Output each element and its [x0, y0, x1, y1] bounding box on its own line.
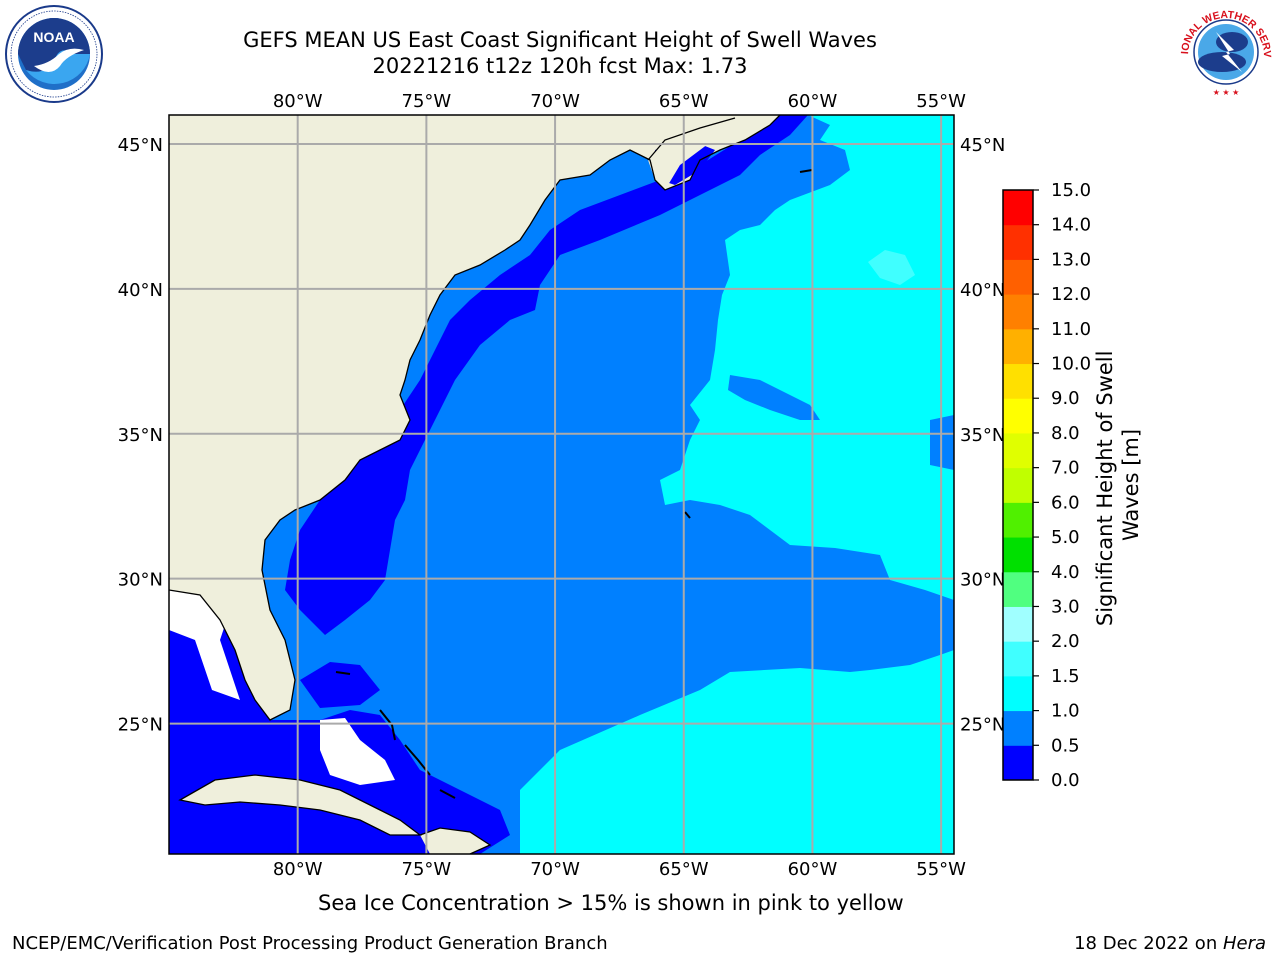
swell-band-1.5-2-south: [520, 650, 954, 854]
colorbar-tick-label: 7.0: [1051, 458, 1080, 479]
colorbar-tick-label: 1.0: [1051, 701, 1080, 722]
colorbar-segment: [1003, 502, 1033, 538]
footer-date-text: 18 Dec 2022 on: [1074, 933, 1223, 954]
lat-label-left: 30°N: [118, 570, 163, 591]
footer-date: 18 Dec 2022 on Hera: [1074, 933, 1266, 954]
land-north-america: [169, 115, 780, 720]
lon-label-bottom: 65°W: [659, 859, 709, 880]
colorbar-segment: [1003, 537, 1033, 573]
lon-label-bottom: 70°W: [530, 859, 580, 880]
colorbar-segment: [1003, 675, 1033, 712]
lat-label-right: 45°N: [960, 135, 1005, 156]
land-hispaniola: [420, 828, 490, 854]
chart-subtitle: 20221216 t12z 120h fcst Max: 1.73: [372, 54, 748, 78]
footer-branch: NCEP/EMC/Verification Post Processing Pr…: [12, 933, 608, 954]
colorbar-tick-label: 0.5: [1051, 735, 1080, 756]
axis-labels: 80°W 80°W 75°W 75°W 70°W 70°W 65°W 65°W 60°W 60°W…: [118, 91, 1006, 880]
lon-label-top: 75°W: [402, 91, 452, 112]
colorbar-segment: [1003, 710, 1033, 746]
colorbar-tick-label: 10.0: [1051, 354, 1091, 375]
map-area: [169, 115, 954, 854]
graticule: [169, 115, 954, 854]
lon-label-bottom: 55°W: [916, 859, 966, 880]
colorbar-tick-label: 15.0: [1051, 180, 1091, 201]
lat-label-left: 45°N: [118, 135, 163, 156]
svg-text:★ ★ ★: ★ ★ ★: [1213, 88, 1240, 97]
chart-title: GEFS MEAN US East Coast Significant Heig…: [243, 28, 877, 52]
lon-label-top: 65°W: [659, 91, 709, 112]
colorbar-tick-label: 12.0: [1051, 284, 1091, 305]
colorbar-segment: [1003, 571, 1033, 607]
colorbar-tick-label: 13.0: [1051, 249, 1091, 270]
colorbar-segment: [1003, 398, 1033, 434]
colorbar-tick-label: 5.0: [1051, 527, 1080, 548]
colorbar-tick-label: 4.0: [1051, 562, 1080, 583]
lat-label-left: 25°N: [118, 715, 163, 736]
lat-label-right: 30°N: [960, 570, 1005, 591]
lon-label-bottom: 80°W: [273, 859, 323, 880]
colorbar-segment: [1003, 432, 1033, 469]
swell-band-1.5-2-northeast: [660, 115, 954, 600]
noaa-logo-text: NOAA: [33, 29, 74, 45]
colorbar-frame: [1002, 189, 1034, 781]
footer-machine: Hera: [1222, 933, 1266, 954]
colorbar-tick-label: 2.0: [1051, 631, 1080, 652]
lat-label-right: 35°N: [960, 425, 1005, 446]
lat-label-right: 25°N: [960, 715, 1005, 736]
lon-label-top: 60°W: [788, 91, 838, 112]
colorbar-segment: [1003, 641, 1033, 677]
swell-band-0-0.5-coast: [285, 115, 808, 635]
colorbar-segment: [1003, 328, 1033, 365]
swell-band-2-3: [868, 250, 915, 285]
no-data-region: [320, 718, 395, 785]
lat-label-left: 40°N: [118, 280, 163, 301]
colorbar-segment: [1003, 606, 1033, 642]
colorbar-segment: [1003, 224, 1033, 260]
colorbar-segment: [1003, 294, 1033, 330]
colorbar-segment: [1003, 259, 1033, 295]
colorbar-tick-label: 9.0: [1051, 388, 1080, 409]
colorbar-tick-label: 8.0: [1051, 423, 1080, 444]
noaa-logo: NOAA: [5, 5, 103, 103]
lon-label-top: 80°W: [273, 91, 323, 112]
lon-label-bottom: 60°W: [788, 859, 838, 880]
colorbar-segment: [1003, 363, 1033, 399]
colorbar-tick-label: 0.0: [1051, 770, 1080, 791]
colorbar: 0.0 0.5 1.0 1.5 2.0 3.0 4.0 5.0 6.0 7.0 8.0 9.0 10.0…: [1002, 180, 1091, 791]
sea-ice-note: Sea Ice Concentration > 15% is shown in …: [318, 891, 904, 915]
colorbar-segment: [1003, 467, 1033, 503]
colorbar-tick-label: 14.0: [1051, 215, 1091, 236]
lat-label-right: 40°N: [960, 280, 1005, 301]
map-frame: [168, 114, 955, 855]
colorbar-tick-label: 1.5: [1051, 666, 1080, 687]
colorbar-tick-label: 6.0: [1051, 492, 1080, 513]
colorbar-segment: [1003, 745, 1033, 781]
lon-label-top: 70°W: [530, 91, 580, 112]
colorbar-tick-label: 3.0: [1051, 596, 1080, 617]
lon-label-top: 55°W: [916, 91, 966, 112]
colorbar-segment: [1003, 190, 1033, 226]
colorbar-tick-label: 11.0: [1051, 319, 1091, 340]
colorbar-label: Significant Height of Swell Waves [m]: [1093, 344, 1143, 626]
nws-logo: NATIONAL WEATHER SERVICE ★ ★ ★: [1176, 2, 1274, 100]
lat-label-left: 35°N: [118, 425, 163, 446]
lon-label-bottom: 75°W: [402, 859, 452, 880]
